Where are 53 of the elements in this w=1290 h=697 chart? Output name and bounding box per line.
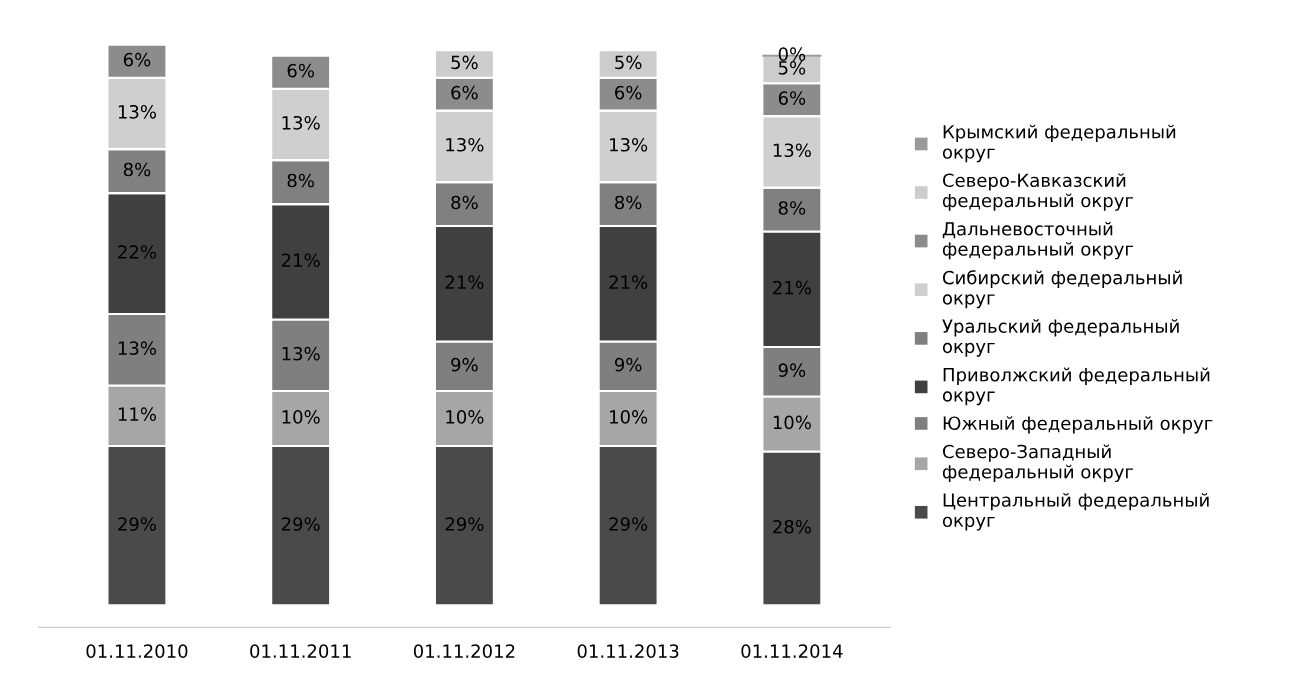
data-label: 9% <box>451 357 478 372</box>
data-label: 29% <box>609 517 648 531</box>
data-label: 11% <box>118 407 157 421</box>
data-label: 6% <box>451 85 478 100</box>
data-label: 13% <box>118 104 157 119</box>
data-label: 13% <box>282 115 320 130</box>
legend-label: Сибирский федеральный округ <box>942 270 1182 309</box>
legend-label: Уральский федеральный округ <box>942 319 1179 357</box>
data-label: 21% <box>281 253 320 268</box>
data-label: 10% <box>773 415 811 430</box>
data-label: 29% <box>281 517 320 531</box>
legend-label: Приволжский федеральный округ <box>942 367 1210 406</box>
data-label: 13% <box>118 341 157 355</box>
x-tick-label: 01.11.2011 <box>250 644 351 658</box>
legend-label: Северо-Кавказский федеральный округ <box>942 173 1134 211</box>
data-label: 5% <box>451 55 478 70</box>
legend-label: Южный федеральный округ <box>943 416 1213 434</box>
data-label: 10% <box>610 410 648 424</box>
data-label: 13% <box>446 137 484 152</box>
data-label: 13% <box>773 143 811 158</box>
data-label: 8% <box>778 201 806 215</box>
data-label: 21% <box>445 275 484 290</box>
data-label: 28% <box>773 519 811 534</box>
data-label: 6% <box>615 85 642 100</box>
x-tick-label: 01.11.2010 <box>86 644 188 658</box>
data-label: 10% <box>446 410 484 424</box>
data-label: 10% <box>282 410 320 424</box>
data-label: 6% <box>287 63 314 78</box>
data-label: 29% <box>118 517 157 531</box>
data-label: 13% <box>282 346 320 361</box>
data-label: 9% <box>778 363 806 377</box>
data-label: 6% <box>778 91 806 105</box>
data-label: 8% <box>451 195 478 210</box>
legend-label: Центральный федеральный округ <box>942 492 1209 531</box>
data-label: 22% <box>118 245 157 259</box>
data-label: 8% <box>123 162 151 177</box>
x-tick-label: 01.11.2012 <box>413 644 515 658</box>
data-label: 0% <box>778 47 806 61</box>
legend-label: Северо-Западный федеральный округ <box>942 444 1134 483</box>
data-label: 21% <box>773 280 811 295</box>
data-label: 5% <box>778 61 806 75</box>
data-label: 8% <box>615 195 642 210</box>
data-label: 8% <box>287 173 314 188</box>
legend-label: Дальневосточный федеральный округ <box>942 221 1134 260</box>
x-tick-label: 01.11.2013 <box>577 644 679 658</box>
legend-label: Крымский федеральный округ <box>942 124 1176 163</box>
data-label: 6% <box>123 52 151 67</box>
data-label: 29% <box>445 517 484 531</box>
x-tick-label: 01.11.2014 <box>741 644 843 658</box>
data-label: 21% <box>609 275 648 290</box>
data-label: 13% <box>610 137 648 152</box>
data-label: 5% <box>615 55 642 70</box>
data-label: 9% <box>614 357 642 372</box>
